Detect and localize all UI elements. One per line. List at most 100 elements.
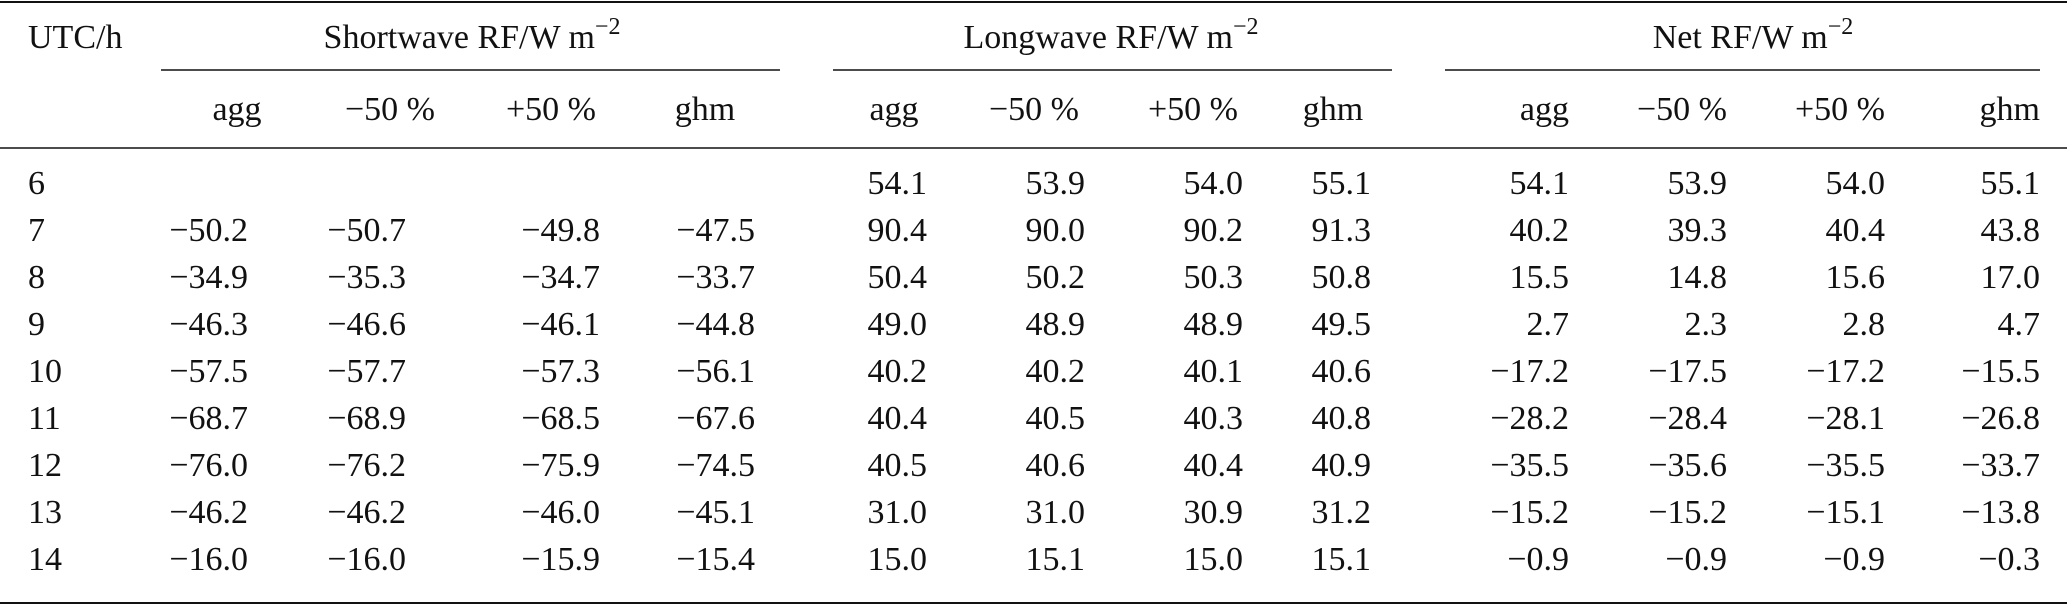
cell: −46.0 xyxy=(521,494,600,531)
cell: 40.4 xyxy=(1184,447,1244,484)
cell: −0.9 xyxy=(1665,541,1727,578)
cell: 2.3 xyxy=(1685,306,1728,343)
cell: −28.1 xyxy=(1806,400,1885,437)
cell: −15.2 xyxy=(1490,494,1569,531)
cell: 90.4 xyxy=(868,212,928,249)
cell: 15.1 xyxy=(1312,541,1372,578)
cell: 31.0 xyxy=(868,494,928,531)
row-label: 14 xyxy=(28,541,62,578)
cell: −17.2 xyxy=(1490,353,1569,390)
column-header: ghm xyxy=(675,91,735,128)
cell: 54.0 xyxy=(1184,165,1244,202)
cell: 50.3 xyxy=(1184,259,1244,296)
cell: −35.5 xyxy=(1490,447,1569,484)
cell: 40.4 xyxy=(868,400,928,437)
cell: −75.9 xyxy=(521,447,600,484)
cell: −0.3 xyxy=(1978,541,2040,578)
cell: −28.2 xyxy=(1490,400,1569,437)
cell: −34.7 xyxy=(521,259,600,296)
cell: −49.8 xyxy=(521,212,600,249)
column-header: agg xyxy=(869,91,918,128)
cell: 40.6 xyxy=(1312,353,1372,390)
row-label: 8 xyxy=(28,259,45,296)
row-label: 12 xyxy=(28,447,62,484)
cell: 40.5 xyxy=(868,447,928,484)
cell: −68.7 xyxy=(169,400,248,437)
cell: 14.8 xyxy=(1668,259,1728,296)
cell: 54.1 xyxy=(868,165,928,202)
cell: 15.6 xyxy=(1826,259,1886,296)
cell: 48.9 xyxy=(1184,306,1244,343)
cell: 48.9 xyxy=(1026,306,1086,343)
cell: 30.9 xyxy=(1184,494,1244,531)
cell: −74.5 xyxy=(676,447,755,484)
cell: 40.2 xyxy=(868,353,928,390)
cell: 40.4 xyxy=(1826,212,1886,249)
cell: 43.8 xyxy=(1981,212,2041,249)
cell: 40.9 xyxy=(1312,447,1372,484)
cell: −33.7 xyxy=(1961,447,2040,484)
cell: 53.9 xyxy=(1668,165,1728,202)
cell: −16.0 xyxy=(327,541,406,578)
cell: 15.1 xyxy=(1026,541,1086,578)
cell: −16.0 xyxy=(169,541,248,578)
cell: −15.4 xyxy=(676,541,755,578)
cell: 40.3 xyxy=(1184,400,1244,437)
cell: −57.3 xyxy=(521,353,600,390)
group-title-text: Longwave RF/W m xyxy=(963,19,1232,56)
cell: −67.6 xyxy=(676,400,755,437)
cell: 15.0 xyxy=(1184,541,1244,578)
row-label: 7 xyxy=(28,212,45,249)
cell: −44.8 xyxy=(676,306,755,343)
cell: −46.2 xyxy=(169,494,248,531)
cell: 40.5 xyxy=(1026,400,1086,437)
row-label: 11 xyxy=(28,400,61,437)
cell: −28.4 xyxy=(1648,400,1727,437)
column-header: agg xyxy=(212,91,261,128)
cell: 49.5 xyxy=(1312,306,1372,343)
group-title-text: Net RF/W m xyxy=(1653,19,1828,56)
row-label: 13 xyxy=(28,494,62,531)
cell: 49.0 xyxy=(868,306,928,343)
cell: −76.0 xyxy=(169,447,248,484)
column-header: +50 % xyxy=(1795,91,1885,128)
column-header: agg xyxy=(1520,91,1569,128)
cell: 40.2 xyxy=(1026,353,1086,390)
cell: −35.6 xyxy=(1648,447,1727,484)
cell: −45.1 xyxy=(676,494,755,531)
cell: −76.2 xyxy=(327,447,406,484)
cell: −46.2 xyxy=(327,494,406,531)
cell: 40.1 xyxy=(1184,353,1244,390)
cell: −17.2 xyxy=(1806,353,1885,390)
cell: 40.2 xyxy=(1510,212,1570,249)
cell: −15.9 xyxy=(521,541,600,578)
cell: −46.3 xyxy=(169,306,248,343)
cell: −35.3 xyxy=(327,259,406,296)
cell: 54.0 xyxy=(1826,165,1886,202)
group-title-sup: −2 xyxy=(595,14,621,40)
cell: −68.9 xyxy=(327,400,406,437)
cell: −56.1 xyxy=(676,353,755,390)
cell: 55.1 xyxy=(1981,165,2041,202)
group-title: Longwave RF/W m−2 xyxy=(963,14,1258,56)
cell: −26.8 xyxy=(1961,400,2040,437)
group-title: Net RF/W m−2 xyxy=(1653,14,1854,56)
column-header: +50 % xyxy=(506,91,596,128)
cell: −15.1 xyxy=(1806,494,1885,531)
cell: 31.0 xyxy=(1026,494,1086,531)
row-label: 9 xyxy=(28,306,45,343)
cell: 15.5 xyxy=(1510,259,1570,296)
group-title-sup: −2 xyxy=(1828,14,1854,40)
cell: 31.2 xyxy=(1312,494,1372,531)
column-header: −50 % xyxy=(345,91,435,128)
column-header: +50 % xyxy=(1148,91,1238,128)
cell: 40.6 xyxy=(1026,447,1086,484)
cell: 53.9 xyxy=(1026,165,1086,202)
row-label: 6 xyxy=(28,165,45,202)
cell: 55.1 xyxy=(1312,165,1372,202)
group-title-sup: −2 xyxy=(1233,14,1259,40)
column-header: ghm xyxy=(1980,91,2040,128)
cell: −68.5 xyxy=(521,400,600,437)
cell: 17.0 xyxy=(1981,259,2041,296)
